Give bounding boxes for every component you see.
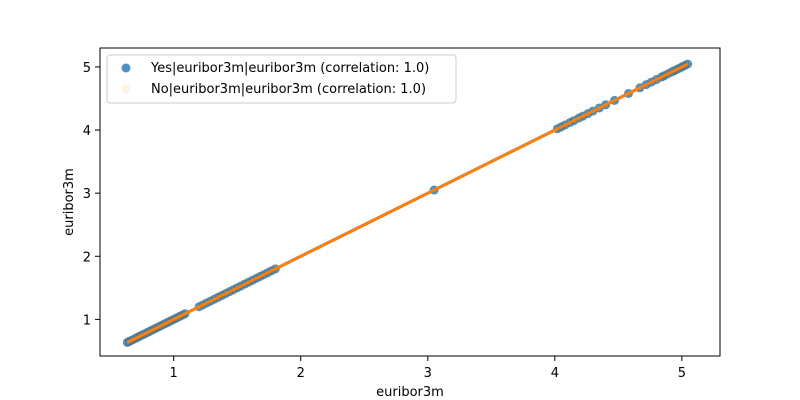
x-axis: 1 2 3 4 5 [170,356,686,381]
legend-label-no: No|euribor3m|euribor3m (correlation: 1.0… [151,82,426,97]
data-layer [122,59,693,347]
y-tick-label: 4 [83,124,91,139]
y-tick-label: 5 [83,61,91,76]
legend-box [106,54,457,104]
regression-line-1 [126,62,689,344]
x-tick-label: 5 [678,366,686,381]
y-axis: 1 2 3 4 5 [83,61,100,328]
x-axis-label: euribor3m [376,385,444,400]
x-tick-label: 3 [424,366,432,381]
x-tick-label: 2 [297,366,305,381]
y-axis-label: euribor3m [62,168,77,236]
y-tick-label: 2 [83,250,91,265]
y-tick-label: 3 [83,187,91,202]
plot-frame [99,47,721,357]
legend: Yes|euribor3m|euribor3m (correlation: 1.… [106,54,457,104]
legend-marker-no [121,84,131,94]
x-tick-label: 4 [551,366,559,381]
y-tick-label: 1 [83,313,91,328]
legend-marker-yes [121,63,131,73]
legend-label-yes: Yes|euribor3m|euribor3m (correlation: 1.… [150,61,429,76]
x-tick-label: 1 [170,366,178,381]
